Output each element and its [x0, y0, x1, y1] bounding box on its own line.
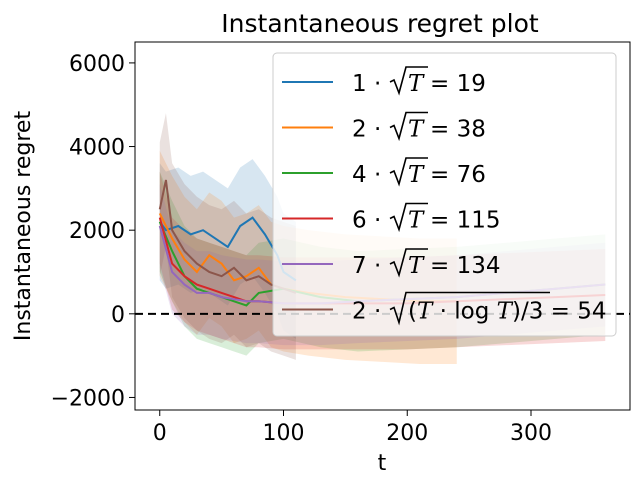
legend: 1 · T = 19 2 · T = 38 4 · T = 76 6 · T = 11…: [272, 52, 617, 337]
y-axis-ticks: −2000 0 2000 4000 6000: [51, 52, 135, 411]
svg-text:7 ·: 7 ·: [352, 253, 381, 279]
legend-label-2: 2 · T = 38: [352, 111, 486, 143]
legend-label-5: 7 · T = 134: [352, 248, 500, 279]
y-axis-label: Instantaneous regret: [11, 111, 36, 342]
svg-text:2 ·: 2 ·: [352, 299, 381, 325]
y-tick-label: 2000: [69, 219, 125, 244]
legend-label-1: 1 · T = 19: [352, 66, 486, 97]
y-tick-label: 4000: [69, 136, 125, 161]
legend-label-6: 2 · (T · log T)/3 = 54: [352, 291, 607, 326]
svg-text:2 ·: 2 ·: [352, 117, 381, 143]
svg-text:T: T: [408, 162, 425, 188]
y-tick-label: 6000: [69, 52, 125, 77]
y-tick-label: −2000: [51, 386, 125, 411]
svg-text:T: T: [408, 71, 425, 97]
svg-text:= 134: = 134: [430, 253, 500, 279]
x-tick-label: 300: [510, 421, 552, 446]
legend-label-3: 4 · T = 76: [352, 157, 486, 188]
svg-text:T: T: [408, 208, 425, 234]
svg-text:1 ·: 1 ·: [352, 71, 381, 97]
series-band-6: [159, 113, 296, 360]
x-tick-label: 200: [386, 421, 428, 446]
svg-text:T: T: [408, 253, 425, 279]
series-line-6: [158, 179, 297, 294]
x-axis-label: t: [378, 451, 387, 476]
x-axis-ticks: 0 100 200 300: [153, 410, 552, 446]
svg-text:6 ·: 6 ·: [352, 208, 381, 234]
svg-text:T: T: [408, 117, 425, 143]
series-band-1: [159, 159, 296, 339]
svg-text:= 115: = 115: [430, 208, 500, 234]
legend-label-4: 6 · T = 115: [352, 202, 500, 234]
y-tick-label: 0: [111, 303, 125, 328]
svg-text:= 38: = 38: [430, 117, 486, 143]
plot-frame: [134, 41, 631, 411]
svg-text:= 19: = 19: [430, 71, 486, 97]
svg-text:(T · log T)/3 = 54: (T · log T)/3 = 54: [408, 299, 607, 325]
svg-text:4 ·: 4 ·: [352, 162, 381, 188]
chart-title: Instantaneous regret plot: [221, 9, 539, 38]
x-tick-label: 0: [153, 421, 167, 446]
legend-box: [272, 52, 617, 337]
svg-text:= 76: = 76: [430, 162, 486, 188]
x-tick-label: 100: [263, 421, 305, 446]
